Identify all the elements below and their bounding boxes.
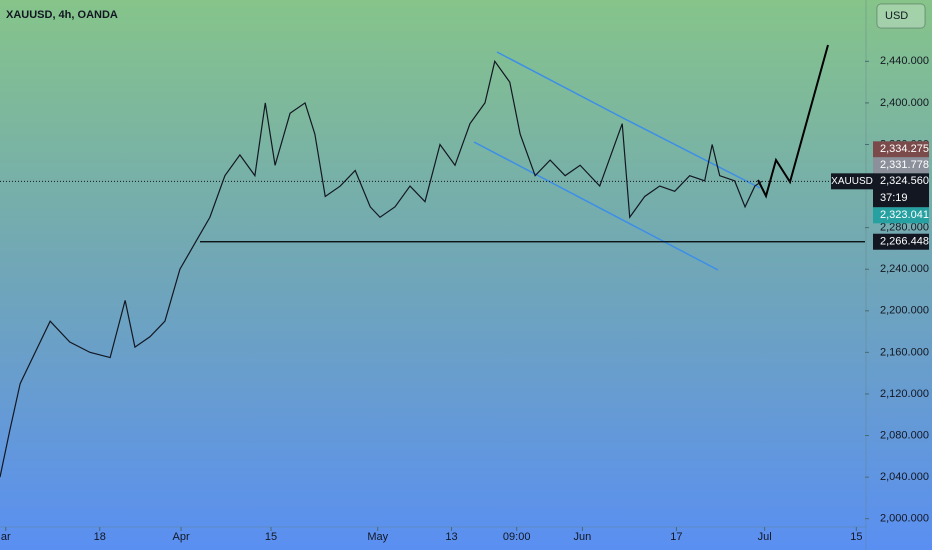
price-tag [873, 207, 929, 224]
price-tag [873, 157, 929, 174]
symbol-tag [831, 173, 874, 190]
x-tick-label: May [367, 531, 388, 543]
countdown-label: 37:19 [880, 192, 908, 204]
x-tick-label: Apr [173, 531, 190, 543]
y-tick-label: 2,080.000 [880, 429, 929, 441]
x-tick-label: 18 [94, 531, 106, 543]
channel-line [496, 51, 624, 119]
symbol-tag-label: XAUUSD [831, 176, 873, 187]
y-tick-label: 2,000.000 [880, 513, 929, 525]
price-tag-label: 2,331.778 [880, 159, 929, 171]
y-tick-label: 2,200.000 [880, 305, 929, 317]
x-tick-label: 13 [445, 531, 457, 543]
y-tick-label: 2,040.000 [880, 471, 929, 483]
channel-line [473, 141, 719, 271]
currency-label: USD [885, 10, 908, 22]
price-tag [873, 141, 929, 158]
price-tag [873, 173, 929, 208]
price-tag-label: 2,324.560 [880, 175, 929, 187]
x-tick-label: 17 [670, 531, 682, 543]
x-tick-label: ar [1, 531, 11, 543]
y-tick-label: 2,400.000 [880, 97, 929, 109]
support-tag-label: 2,266.448 [880, 236, 929, 248]
x-tick-label: 09:00 [503, 531, 531, 543]
x-tick-label: 15 [850, 531, 862, 543]
price-tag-label: 2,334.275 [880, 143, 929, 155]
y-tick-label: 2,440.000 [880, 55, 929, 67]
y-tick-label: 2,160.000 [880, 346, 929, 358]
currency-button[interactable] [876, 3, 926, 29]
x-tick-label: Jul [758, 531, 772, 543]
price-line [0, 59, 763, 478]
y-tick-label: 2,280.000 [880, 222, 929, 234]
y-tick-label: 2,120.000 [880, 388, 929, 400]
price-tag-label: 2,323.041 [880, 209, 929, 221]
x-tick-label: 15 [265, 531, 277, 543]
y-tick-label: 2,240.000 [880, 263, 929, 275]
projection-path [757, 44, 829, 199]
support-tag [873, 233, 929, 250]
channel-line [622, 117, 761, 189]
symbol-title: XAUUSD, 4h, OANDA [6, 9, 118, 21]
x-tick-label: Jun [574, 531, 592, 543]
